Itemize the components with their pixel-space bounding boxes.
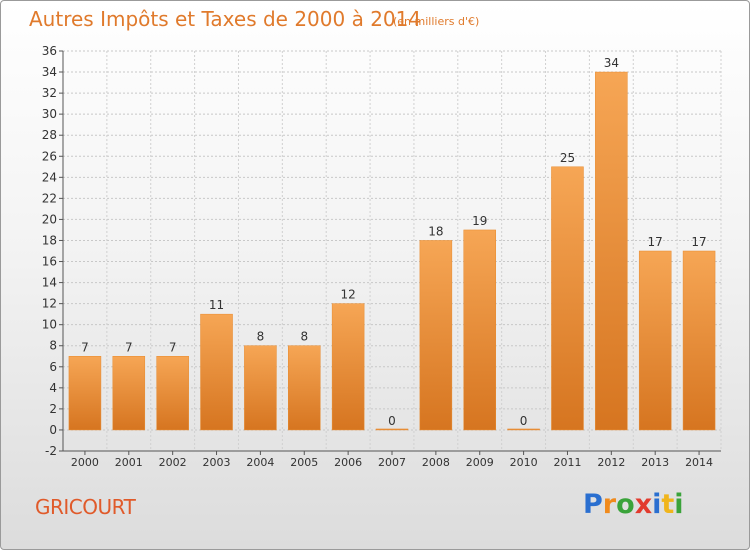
y-tick-label: 26 <box>42 149 57 163</box>
value-label: 17 <box>691 235 706 249</box>
y-tick-label: 18 <box>42 233 57 247</box>
value-label: 11 <box>209 298 224 312</box>
logo-letter: r <box>602 489 617 520</box>
x-tick-label: 2010 <box>510 456 538 469</box>
y-tick-label: -2 <box>45 444 57 458</box>
bar-2010 <box>507 428 540 431</box>
bar-2007 <box>375 428 409 431</box>
bar-2013 <box>638 250 672 431</box>
value-label: 7 <box>169 340 177 354</box>
value-label: 8 <box>300 330 308 344</box>
logo-letter: P <box>583 489 603 520</box>
y-tick-label: 4 <box>49 381 57 395</box>
chart-subtitle: (en milliers d'€) <box>393 15 480 28</box>
x-tick-label: 2014 <box>685 456 713 469</box>
value-label: 18 <box>428 224 443 238</box>
proxiti-logo[interactable]: Proxiti <box>583 489 684 520</box>
x-tick-label: 2012 <box>597 456 625 469</box>
y-tick-label: 24 <box>42 170 57 184</box>
bar-2000 <box>68 356 102 431</box>
y-tick-label: 22 <box>42 191 57 205</box>
x-tick-label: 2011 <box>553 456 581 469</box>
y-tick-label: 36 <box>42 44 57 58</box>
x-tick-label: 2013 <box>641 456 669 469</box>
y-tick-label: 14 <box>42 276 57 290</box>
value-label: 8 <box>257 330 265 344</box>
logo-letter: x <box>634 489 653 520</box>
chart-title: Autres Impôts et Taxes de 2000 à 2014 <box>29 7 422 31</box>
y-tick-label: 0 <box>49 423 57 437</box>
x-tick-label: 2000 <box>71 456 99 469</box>
y-tick-label: 12 <box>42 297 57 311</box>
y-tick-label: 30 <box>42 107 57 121</box>
bar-2003 <box>200 313 233 431</box>
x-tick-label: 2006 <box>334 456 362 469</box>
y-tick-label: 20 <box>42 212 57 226</box>
logo-letter: i <box>674 489 684 520</box>
value-label: 12 <box>340 288 355 302</box>
x-tick-label: 2003 <box>203 456 231 469</box>
bar-2006 <box>331 303 365 431</box>
y-tick-label: 6 <box>49 360 57 374</box>
value-label: 25 <box>560 151 575 165</box>
logo-letter: i <box>652 489 662 520</box>
y-tick-label: 2 <box>49 402 57 416</box>
x-tick-label: 2008 <box>422 456 450 469</box>
y-tick-label: 32 <box>42 86 57 100</box>
x-tick-label: 2007 <box>378 456 406 469</box>
y-tick-label: 28 <box>42 128 57 142</box>
value-label: 34 <box>604 56 619 70</box>
value-label: 19 <box>472 214 487 228</box>
bars <box>68 71 716 431</box>
logo-letter: t <box>661 489 675 520</box>
bar-2011 <box>551 166 584 431</box>
bar-2014 <box>682 250 716 431</box>
bar-2012 <box>595 71 628 431</box>
x-tick-label: 2009 <box>466 456 494 469</box>
value-label: 7 <box>81 340 89 354</box>
bar-2008 <box>419 240 453 431</box>
x-tick-label: 2005 <box>290 456 318 469</box>
value-label: 0 <box>520 414 528 428</box>
bar-2005 <box>288 345 321 431</box>
y-tick-label: 34 <box>42 65 57 79</box>
bar-2009 <box>463 229 496 431</box>
y-tick-label: 8 <box>49 339 57 353</box>
logo-letter: o <box>616 489 635 520</box>
bar-2004 <box>244 345 277 431</box>
x-tick-label: 2004 <box>246 456 274 469</box>
bar-2001 <box>112 356 146 431</box>
value-label: 17 <box>648 235 663 249</box>
y-tick-label: 10 <box>42 318 57 332</box>
value-label: 7 <box>125 340 133 354</box>
x-tick-label: 2002 <box>159 456 187 469</box>
value-label: 0 <box>388 414 396 428</box>
place-name: GRICOURT <box>35 495 136 519</box>
bar-2002 <box>156 356 189 431</box>
y-tick-label: 16 <box>42 255 57 269</box>
x-tick-label: 2001 <box>115 456 143 469</box>
value-labels: 7 7 7 11 8 8 12 0 18 19 0 25 34 17 17 <box>81 56 707 428</box>
